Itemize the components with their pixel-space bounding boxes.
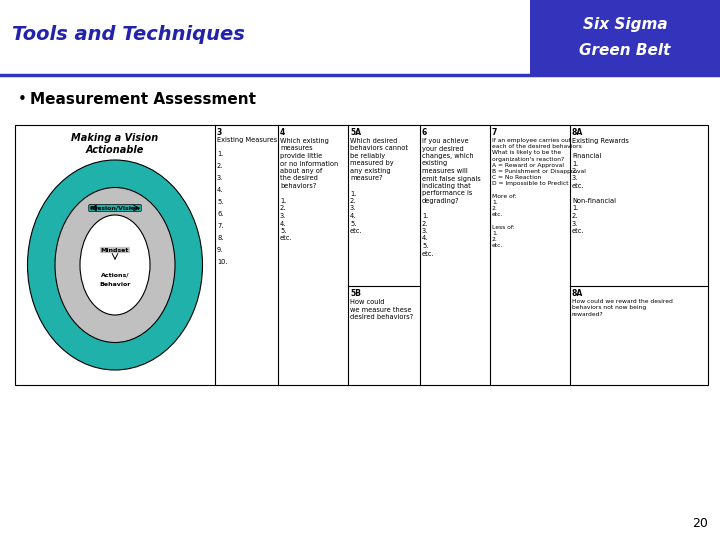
Text: 6.: 6. <box>217 211 223 217</box>
Text: How could we reward the desired
behaviors not now being
rewarded?: How could we reward the desired behavior… <box>572 299 673 316</box>
Text: 9.: 9. <box>217 247 223 253</box>
Text: 8A: 8A <box>572 128 583 137</box>
Text: 20: 20 <box>692 517 708 530</box>
Text: •: • <box>18 92 27 107</box>
Text: 6: 6 <box>422 128 427 137</box>
Text: Which existing
measures
provide little
or no information
about any of
the desire: Which existing measures provide little o… <box>280 138 338 241</box>
Text: 7: 7 <box>492 128 498 137</box>
Text: 4.: 4. <box>217 187 223 193</box>
Text: Mindset: Mindset <box>101 247 129 253</box>
Text: Six Sigma: Six Sigma <box>582 17 667 32</box>
Text: Existing Measures: Existing Measures <box>217 137 277 143</box>
Text: 7.: 7. <box>217 223 223 229</box>
Text: 3.: 3. <box>217 175 223 181</box>
Text: Existing Rewards

Financial
1.
2.
3.
etc.

Non-financial
1.
2.
3.
etc.: Existing Rewards Financial 1. 2. 3. etc.… <box>572 138 629 234</box>
Text: Actions/: Actions/ <box>101 273 130 278</box>
Text: Which desired
behaviors cannot
be reliably
measured by
any existing
measure?

1.: Which desired behaviors cannot be reliab… <box>350 138 408 234</box>
Text: 2.: 2. <box>217 163 223 169</box>
Text: If an employee carries out
each of the desired behaviors
What is likely to be th: If an employee carries out each of the d… <box>492 138 586 248</box>
Text: How could
we measure these
desired behaviors?: How could we measure these desired behav… <box>350 299 413 320</box>
Bar <box>530 0 720 75</box>
Ellipse shape <box>80 215 150 315</box>
Text: 8.: 8. <box>217 235 223 241</box>
Text: 5B: 5B <box>350 289 361 298</box>
Text: 1.: 1. <box>217 151 223 157</box>
Text: 4: 4 <box>280 128 285 137</box>
Text: Actionable: Actionable <box>86 145 144 155</box>
Text: Making a Vision: Making a Vision <box>71 133 158 143</box>
Text: Tools and Techniques: Tools and Techniques <box>12 25 245 44</box>
Text: Green Belt: Green Belt <box>580 43 671 58</box>
Ellipse shape <box>55 187 175 342</box>
Text: Mission/Vision: Mission/Vision <box>90 206 140 211</box>
Text: 3: 3 <box>217 128 222 137</box>
Text: 5.: 5. <box>217 199 223 205</box>
Text: 5A: 5A <box>350 128 361 137</box>
Text: If you achieve
your desired
changes, which
existing
measures will
emit false sig: If you achieve your desired changes, whi… <box>422 138 481 256</box>
Text: 10.: 10. <box>217 259 228 265</box>
Ellipse shape <box>27 160 202 370</box>
Text: Measurement Assessment: Measurement Assessment <box>30 92 256 107</box>
Text: 8A: 8A <box>572 289 583 298</box>
Bar <box>15 125 708 385</box>
Text: Behavior: Behavior <box>99 282 131 287</box>
